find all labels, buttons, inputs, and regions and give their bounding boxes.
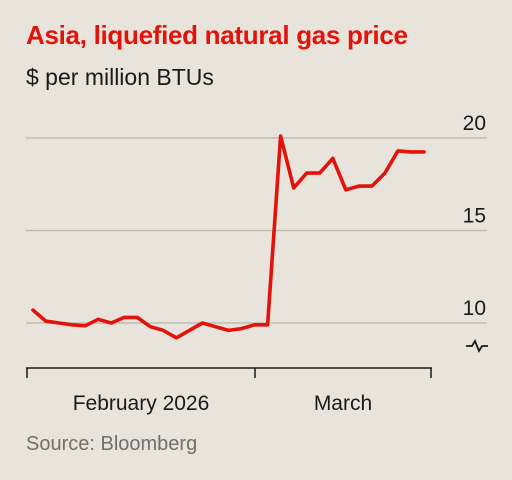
chart-subtitle: $ per million BTUs	[26, 64, 214, 90]
source-note: Source: Bloomberg	[26, 433, 198, 455]
chart-title: Asia, liquefied natural gas price	[26, 20, 408, 50]
y-tick-label-15: 15	[463, 205, 486, 228]
gridlines	[26, 137, 487, 324]
y-tick-label-20: 20	[463, 112, 486, 135]
series-group	[31, 134, 426, 340]
x-tick-label-february: February 2026	[73, 392, 210, 415]
x-axis	[26, 367, 432, 378]
series-line-0	[31, 134, 426, 340]
axis-break-icon	[466, 338, 488, 354]
y-tick-label-10: 10	[463, 297, 486, 320]
y-tick-labels: 10 15 20	[463, 112, 486, 320]
x-tick-label-march: March	[314, 392, 372, 415]
